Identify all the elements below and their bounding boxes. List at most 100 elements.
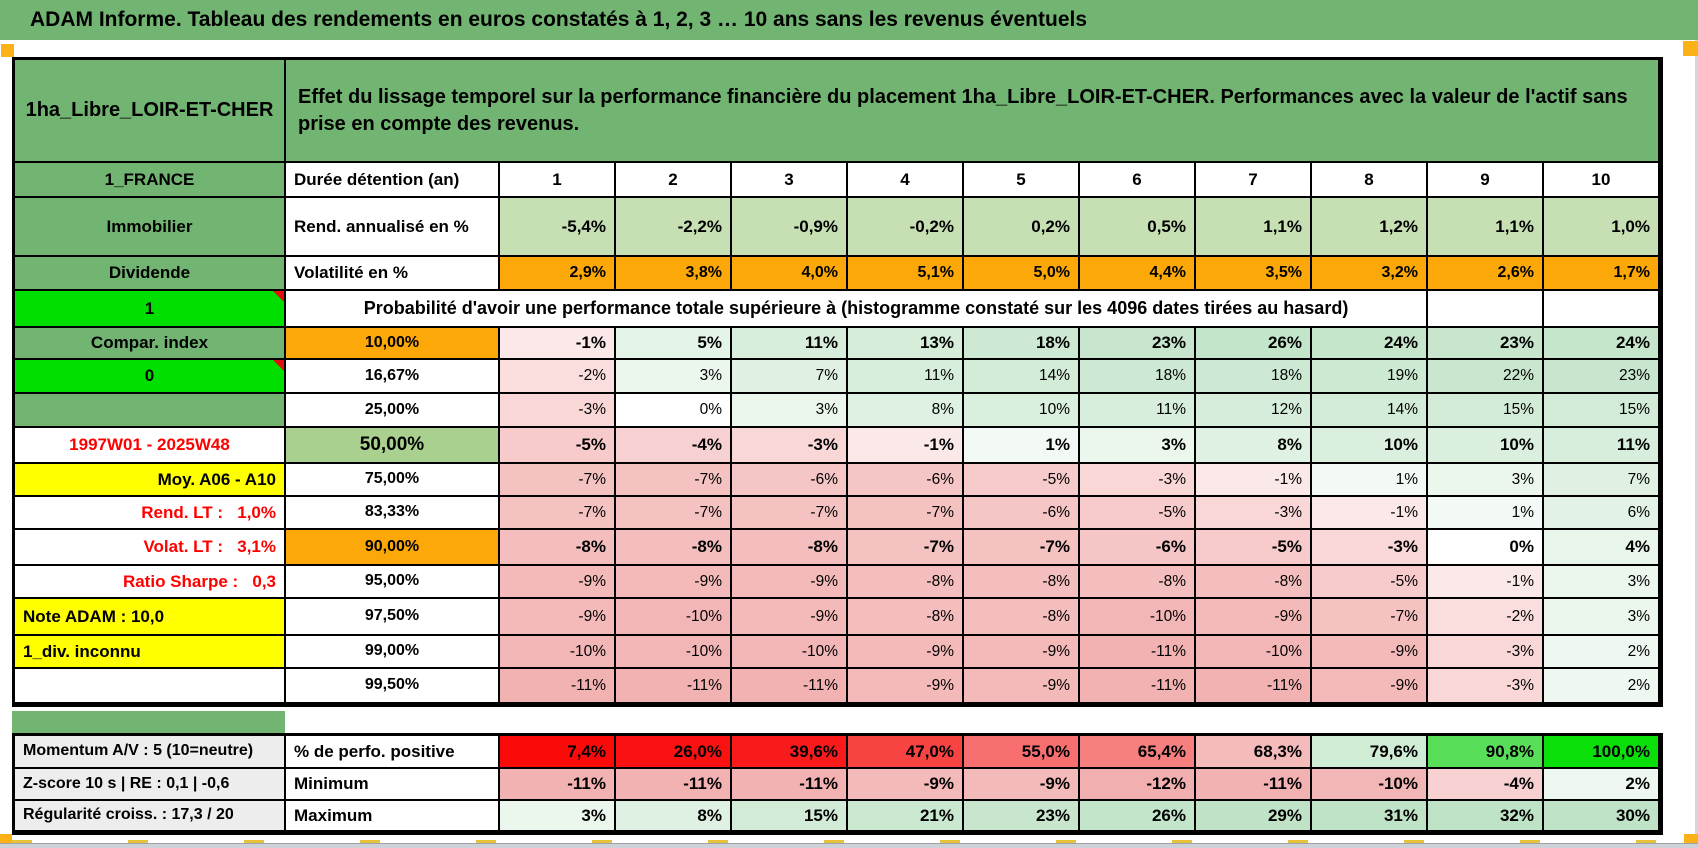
probability-data-cell[interactable]: -1% <box>1428 566 1544 599</box>
duration-year-cell[interactable]: 3 <box>732 163 848 198</box>
summary-data-cell[interactable]: 15% <box>732 801 848 832</box>
annualized-return-cell[interactable]: -0,2% <box>848 198 964 257</box>
row-header-cell[interactable]: Volatilité en % <box>286 257 500 291</box>
probability-data-cell[interactable]: -8% <box>616 530 732 566</box>
probability-data-cell[interactable]: -9% <box>848 669 964 704</box>
probability-data-cell[interactable]: 1% <box>1312 464 1428 497</box>
probability-data-cell[interactable]: 7% <box>1544 464 1660 497</box>
probability-data-cell[interactable]: -8% <box>848 566 964 599</box>
probability-data-cell[interactable]: 6% <box>1544 497 1660 530</box>
probability-data-cell[interactable]: -7% <box>616 497 732 530</box>
indicator-label-cell[interactable]: Régularité croiss. : 17,3 / 20 <box>15 801 286 832</box>
threshold-cell[interactable]: 10,00% <box>286 328 500 360</box>
probability-data-cell[interactable]: -9% <box>964 669 1080 704</box>
probability-data-cell[interactable]: -7% <box>964 530 1080 566</box>
summary-data-cell[interactable]: 21% <box>848 801 964 832</box>
probability-data-cell[interactable]: -8% <box>1196 566 1312 599</box>
probability-data-cell[interactable]: 23% <box>1428 328 1544 360</box>
probability-data-cell[interactable]: -1% <box>1196 464 1312 497</box>
row-header-cell[interactable]: Rend. annualisé en % <box>286 198 500 257</box>
probability-data-cell[interactable]: 24% <box>1312 328 1428 360</box>
probability-data-cell[interactable]: 19% <box>1312 360 1428 394</box>
summary-data-cell[interactable]: 26,0% <box>616 736 732 769</box>
probability-data-cell[interactable]: 10% <box>964 394 1080 428</box>
summary-data-cell[interactable]: -9% <box>964 769 1080 801</box>
duration-year-cell[interactable]: 2 <box>616 163 732 198</box>
probability-data-cell[interactable]: 8% <box>1196 428 1312 464</box>
probability-data-cell[interactable]: -11% <box>500 669 616 704</box>
summary-data-cell[interactable]: -12% <box>1080 769 1196 801</box>
probability-data-cell[interactable]: 3% <box>732 394 848 428</box>
probability-data-cell[interactable]: 3% <box>1428 464 1544 497</box>
probability-data-cell[interactable]: -8% <box>1080 566 1196 599</box>
probability-data-cell[interactable]: 11% <box>848 360 964 394</box>
volatility-cell[interactable]: 3,2% <box>1312 257 1428 291</box>
threshold-cell[interactable]: 83,33% <box>286 497 500 530</box>
probability-data-cell[interactable]: -7% <box>732 497 848 530</box>
probability-data-cell[interactable]: -11% <box>732 669 848 704</box>
summary-data-cell[interactable]: 47,0% <box>848 736 964 769</box>
empty-cell[interactable] <box>1544 291 1660 328</box>
probability-data-cell[interactable]: -8% <box>964 599 1080 636</box>
probability-data-cell[interactable]: 2% <box>1544 669 1660 704</box>
probability-data-cell[interactable]: -3% <box>1080 464 1196 497</box>
probability-data-cell[interactable]: 18% <box>1080 360 1196 394</box>
probability-data-cell[interactable]: -10% <box>1196 636 1312 669</box>
probability-banner-cell[interactable]: Probabilité d'avoir une performance tota… <box>286 291 1428 328</box>
threshold-cell[interactable]: 90,00% <box>286 530 500 566</box>
summary-data-cell[interactable]: 7,4% <box>500 736 616 769</box>
probability-data-cell[interactable]: -9% <box>616 566 732 599</box>
row-label-cell[interactable]: Rend. LT : 1,0% <box>15 497 286 530</box>
annualized-return-cell[interactable]: 1,2% <box>1312 198 1428 257</box>
probability-data-cell[interactable]: -11% <box>1080 669 1196 704</box>
summary-data-cell[interactable]: 65,4% <box>1080 736 1196 769</box>
separator-green-cell[interactable] <box>12 711 285 733</box>
row-label-cell[interactable]: 1997W01 - 2025W48 <box>15 428 286 464</box>
probability-data-cell[interactable]: -3% <box>500 394 616 428</box>
summary-data-cell[interactable]: 39,6% <box>732 736 848 769</box>
summary-data-cell[interactable]: -4% <box>1428 769 1544 801</box>
probability-data-cell[interactable]: -9% <box>500 599 616 636</box>
duration-year-cell[interactable]: 7 <box>1196 163 1312 198</box>
annualized-return-cell[interactable]: 1,0% <box>1544 198 1660 257</box>
probability-data-cell[interactable]: 8% <box>848 394 964 428</box>
annualized-return-cell[interactable]: -5,4% <box>500 198 616 257</box>
probability-data-cell[interactable]: 15% <box>1544 394 1660 428</box>
probability-data-cell[interactable]: 4% <box>1544 530 1660 566</box>
probability-data-cell[interactable]: 23% <box>1544 360 1660 394</box>
row-label-cell[interactable]: 1_div. inconnu <box>15 636 286 669</box>
threshold-cell[interactable]: 50,00% <box>286 428 500 464</box>
probability-data-cell[interactable]: 3% <box>616 360 732 394</box>
probability-data-cell[interactable]: 18% <box>1196 360 1312 394</box>
probability-data-cell[interactable]: 12% <box>1196 394 1312 428</box>
probability-data-cell[interactable]: 3% <box>1544 566 1660 599</box>
volatility-cell[interactable]: 2,6% <box>1428 257 1544 291</box>
probability-data-cell[interactable]: -9% <box>500 566 616 599</box>
duration-year-cell[interactable]: 10 <box>1544 163 1660 198</box>
probability-data-cell[interactable]: -5% <box>964 464 1080 497</box>
probability-data-cell[interactable]: 14% <box>1312 394 1428 428</box>
probability-data-cell[interactable]: -3% <box>1312 530 1428 566</box>
probability-data-cell[interactable]: -8% <box>732 530 848 566</box>
threshold-cell[interactable]: 16,67% <box>286 360 500 394</box>
probability-data-cell[interactable]: -7% <box>1312 599 1428 636</box>
threshold-cell[interactable]: 25,00% <box>286 394 500 428</box>
indicator-label-cell[interactable]: Momentum A/V : 5 (10=neutre) <box>15 736 286 769</box>
probability-data-cell[interactable]: -9% <box>732 599 848 636</box>
probability-data-cell[interactable]: -1% <box>500 328 616 360</box>
probability-data-cell[interactable]: -10% <box>616 599 732 636</box>
probability-data-cell[interactable]: -11% <box>1196 669 1312 704</box>
volatility-cell[interactable]: 5,0% <box>964 257 1080 291</box>
probability-data-cell[interactable]: 22% <box>1428 360 1544 394</box>
probability-data-cell[interactable]: 5% <box>616 328 732 360</box>
annualized-return-cell[interactable]: 0,5% <box>1080 198 1196 257</box>
row-header-cell[interactable]: Durée détention (an) <box>286 163 500 198</box>
row-label-cell[interactable] <box>15 669 286 704</box>
probability-data-cell[interactable]: 14% <box>964 360 1080 394</box>
probability-data-cell[interactable]: 15% <box>1428 394 1544 428</box>
volatility-cell[interactable]: 2,9% <box>500 257 616 291</box>
row-label-cell[interactable]: 0 <box>15 360 286 394</box>
probability-data-cell[interactable]: -10% <box>732 636 848 669</box>
threshold-cell[interactable]: 99,50% <box>286 669 500 704</box>
probability-data-cell[interactable]: -9% <box>1312 669 1428 704</box>
